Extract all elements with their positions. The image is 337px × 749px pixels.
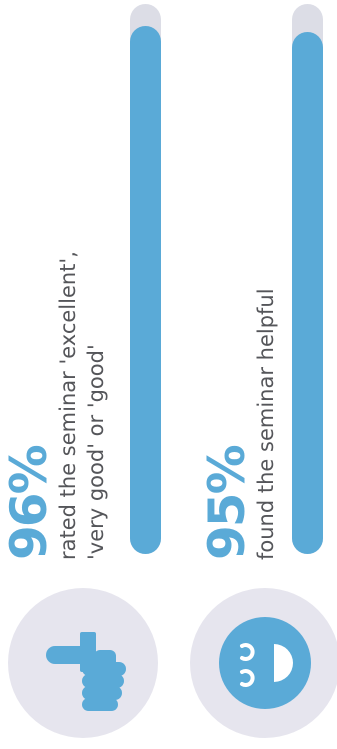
stat-1-desc-line2: 'very good' or 'good' [84, 344, 108, 560]
smiley-badge [190, 588, 337, 738]
stat-2-desc-line1: found the seminar helpful [254, 288, 278, 560]
stat-2-text: 95% found the seminar helpful [198, 288, 280, 560]
smiley-face-icon [219, 617, 311, 709]
bar-track-2 [292, 4, 323, 554]
stat-2-percent: 95% [198, 446, 256, 560]
stat-1-desc-line1: rated the seminar 'excellent', [56, 251, 80, 560]
bar-track-1 [130, 4, 161, 554]
bar-fill-1 [130, 26, 161, 554]
thumbs-up-badge [8, 588, 158, 738]
bar-fill-2 [292, 31, 323, 554]
stat-1-percent: 96% [0, 446, 58, 560]
stat-1-text: 96% rated the seminar 'excellent', 'very… [0, 251, 110, 560]
thumbs-up-icon [46, 632, 126, 711]
